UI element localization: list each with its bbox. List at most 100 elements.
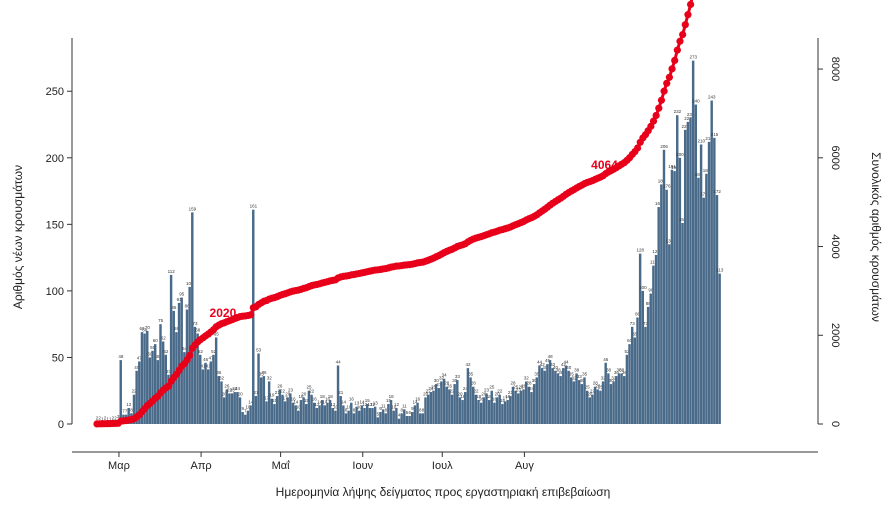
- y-tick-label: 150: [46, 219, 64, 231]
- bar: [225, 389, 228, 424]
- bar: [575, 373, 578, 424]
- bar-value-label: 20: [587, 391, 593, 396]
- bar: [715, 195, 719, 424]
- bar: [222, 397, 226, 424]
- bar-value-label: 18: [328, 394, 334, 399]
- bar: [546, 364, 549, 424]
- cumulative-point: [660, 87, 668, 95]
- bar: [527, 386, 531, 424]
- bar-value-label: 52: [198, 349, 204, 354]
- bar: [665, 189, 668, 424]
- bar: [670, 169, 674, 424]
- bar-value-label: 200: [676, 152, 684, 157]
- bar: [254, 396, 258, 424]
- bar: [554, 370, 557, 424]
- bar-value-label: 212: [705, 136, 713, 141]
- bar-value-label: 25: [518, 385, 524, 390]
- y2-tick-label: 8000: [829, 57, 841, 81]
- bar: [334, 410, 337, 424]
- bar: [283, 401, 287, 424]
- bar-value-label: 38: [617, 367, 623, 372]
- bar: [657, 207, 660, 424]
- bar-value-label: 21: [508, 390, 514, 395]
- bar-value-label: 20: [285, 391, 291, 396]
- cumulative-point: [655, 104, 663, 112]
- bar-value-label: 24: [428, 386, 434, 391]
- bar: [713, 137, 716, 424]
- bar-value-label: 22: [426, 389, 432, 394]
- bar: [683, 129, 687, 424]
- bar-value-label: 14: [317, 399, 323, 404]
- bar: [681, 223, 684, 424]
- bar-value-label: 32: [219, 375, 225, 380]
- bar: [461, 400, 464, 424]
- bar-value-label: 28: [593, 381, 599, 386]
- bar: [185, 309, 189, 424]
- bar: [456, 380, 459, 424]
- bar: [445, 386, 448, 424]
- bar-value-label: 135: [666, 238, 674, 243]
- bar-value-label: 48: [118, 354, 124, 359]
- bar: [302, 397, 305, 424]
- bar-value-label: 8: [419, 407, 422, 412]
- bar: [326, 402, 329, 424]
- bar: [649, 293, 652, 424]
- bar: [697, 177, 700, 424]
- bar: [689, 117, 692, 425]
- bar: [503, 401, 507, 424]
- bar-value-label: 85: [171, 305, 177, 310]
- bar: [530, 392, 533, 424]
- bar: [368, 408, 372, 424]
- bar-value-label: 65: [632, 331, 638, 336]
- cumulative-annotation: 8138: [768, 0, 795, 3]
- bar: [297, 410, 300, 424]
- y-tick-label: 250: [46, 86, 64, 98]
- bar: [315, 408, 319, 424]
- bar: [548, 360, 552, 424]
- bar-value-label: 221: [682, 124, 690, 129]
- bar: [358, 410, 361, 424]
- bar-value-label: 15: [365, 398, 371, 403]
- bar-value-label: 20: [495, 391, 501, 396]
- bar: [196, 333, 199, 424]
- bar-value-label: 10: [333, 405, 339, 410]
- bar: [291, 402, 295, 424]
- bar-value-label: 21: [275, 390, 281, 395]
- bar-value-label: 12: [330, 402, 336, 407]
- bar: [485, 393, 488, 424]
- bar-value-label: 20: [222, 391, 228, 396]
- bar-value-label: 12: [362, 402, 368, 407]
- bar: [668, 244, 671, 424]
- bar-value-label: 36: [261, 370, 267, 375]
- bar: [342, 405, 345, 424]
- bar: [244, 414, 247, 424]
- bar-value-label: 8: [385, 407, 388, 412]
- bar-value-label: 9: [241, 406, 244, 411]
- bar: [294, 405, 297, 424]
- bar-value-label: 10: [391, 405, 397, 410]
- bar-value-label: 40: [553, 365, 559, 370]
- y-tick-label: 0: [58, 419, 64, 431]
- bar-value-label: 35: [259, 371, 265, 376]
- bar: [132, 394, 136, 424]
- bar: [593, 386, 597, 424]
- bar: [652, 265, 655, 424]
- bar: [352, 413, 356, 424]
- bar: [471, 386, 475, 424]
- bar: [233, 392, 236, 424]
- bar: [146, 330, 149, 424]
- bar: [517, 393, 520, 424]
- bar-value-label: 32: [601, 375, 607, 380]
- bar: [299, 400, 303, 424]
- bar: [453, 384, 456, 424]
- bar-value-label: 18: [389, 394, 395, 399]
- bar-value-label: 8: [422, 407, 425, 412]
- bar-value-label: 47: [208, 355, 214, 360]
- bar: [403, 409, 406, 424]
- bar: [620, 373, 623, 424]
- cumulative-point: [665, 73, 674, 81]
- bar: [509, 396, 512, 424]
- bar-value-label: 7: [122, 409, 125, 414]
- bar-value-label: 23: [288, 387, 294, 392]
